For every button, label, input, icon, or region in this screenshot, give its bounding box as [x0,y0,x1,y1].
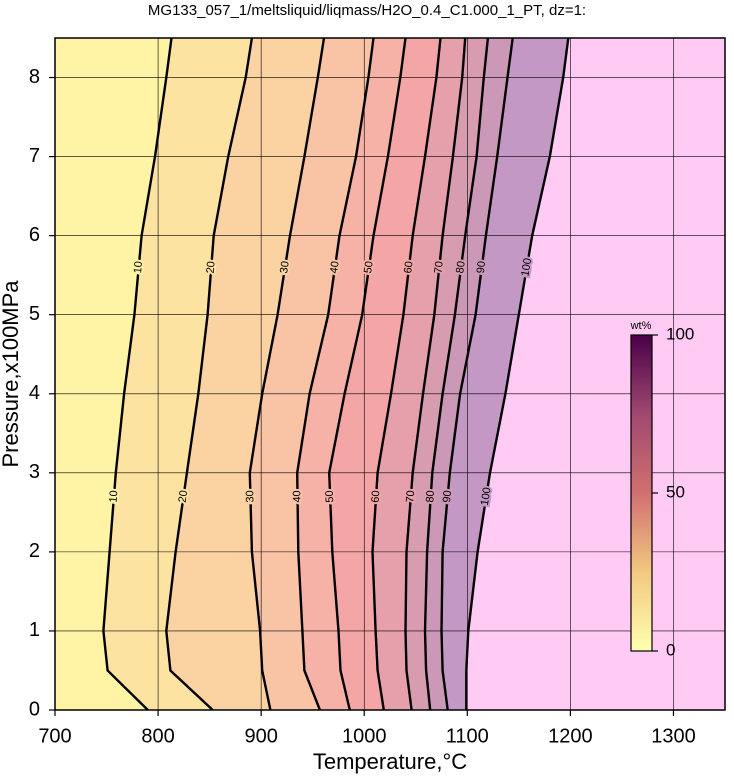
contour-label: 90 [475,260,488,274]
plot-frame [54,37,726,711]
contour-label: 60 [402,261,415,275]
contour-label: 50 [324,490,336,503]
x-axis-label: Temperature,°C [313,749,467,774]
contour-line [423,38,490,710]
y-tick-label: 6 [29,224,40,246]
contour-line [248,38,326,710]
x-tick-label: 1200 [548,725,593,747]
contour-label: 70 [404,490,417,503]
y-tick-label: 2 [29,540,40,562]
contour-line [102,38,173,710]
contour-label: 50 [362,260,376,274]
contour-line [404,38,467,710]
x-tick-label: 1100 [446,725,489,747]
contour-label: 40 [291,490,303,502]
y-tick-label: 7 [29,145,40,167]
contour-line [371,38,442,710]
contour-label: 100 [519,257,534,277]
contour-label: 20 [205,261,218,274]
contour-label: 10 [107,490,120,503]
contour-label: 30 [244,490,256,503]
y-tick-label: 8 [29,66,40,88]
x-tick-label: 800 [141,725,174,747]
contour-label: 40 [328,260,342,274]
colorbar-tick-label: 50 [666,482,685,501]
contour-line [440,38,514,710]
contour-label: 70 [433,261,446,274]
x-tick-label: 700 [38,725,71,747]
y-tick-label: 0 [29,698,40,720]
contour-label: 100 [479,487,494,507]
contour-label: 90 [441,490,454,503]
fill-bands [55,38,725,710]
colorbar-tick-label: 0 [666,640,675,659]
contour-line [327,38,407,710]
y-axis-label: Pressure,x100MPa [0,280,23,468]
x-tick-label: 1000 [342,725,387,747]
y-tick-label: 1 [29,619,40,641]
contour-line [165,38,254,710]
contour-label: 10 [132,261,145,274]
colorbar [630,334,653,652]
colorbar-label: wt% [630,320,652,332]
y-tick-label: 3 [29,461,40,483]
y-tick-label: 5 [29,303,40,325]
contour-line [465,38,570,710]
contour-label: 80 [424,490,437,503]
chart-title: MG133_057_1/meltsliquid/liqmass/H2O_0.4_… [148,2,586,19]
contour-line [295,38,375,710]
contour-label: 20 [177,490,191,504]
x-tick-label: 1300 [651,725,696,747]
y-tick-label: 4 [29,382,40,404]
contour-label: 30 [278,260,292,274]
x-tick-label: 900 [244,725,277,747]
colorbar-tick-label: 100 [666,324,694,343]
contour-label: 60 [370,490,383,503]
contours [102,38,570,710]
contour-label: 80 [454,260,467,274]
